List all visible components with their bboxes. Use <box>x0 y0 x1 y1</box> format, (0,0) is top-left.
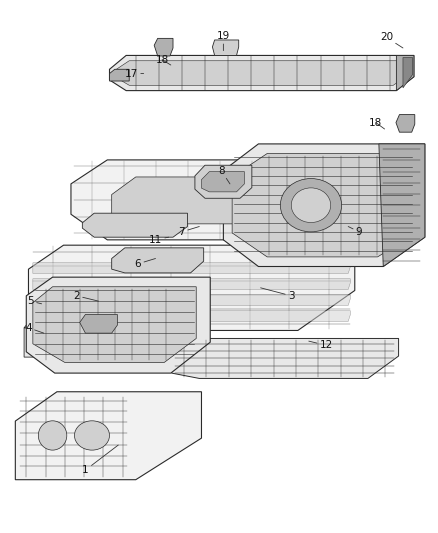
Text: 9: 9 <box>348 227 363 237</box>
Polygon shape <box>396 115 415 132</box>
Polygon shape <box>33 311 350 321</box>
Polygon shape <box>33 295 350 305</box>
Polygon shape <box>112 248 204 273</box>
Polygon shape <box>33 287 196 362</box>
Text: 20: 20 <box>380 33 403 48</box>
Polygon shape <box>232 154 414 257</box>
Text: 18: 18 <box>369 118 385 129</box>
Polygon shape <box>71 160 333 240</box>
Ellipse shape <box>280 179 342 232</box>
Polygon shape <box>112 177 263 224</box>
Polygon shape <box>223 144 425 266</box>
Polygon shape <box>379 144 425 266</box>
Text: 17: 17 <box>125 69 144 78</box>
Text: 12: 12 <box>309 341 333 350</box>
Polygon shape <box>154 38 173 56</box>
Ellipse shape <box>291 188 331 223</box>
Polygon shape <box>28 245 355 330</box>
Text: 8: 8 <box>218 166 230 184</box>
Polygon shape <box>212 40 239 55</box>
Text: 11: 11 <box>149 235 169 245</box>
Polygon shape <box>195 165 252 198</box>
Polygon shape <box>33 279 350 289</box>
Polygon shape <box>80 314 117 333</box>
Polygon shape <box>15 392 201 480</box>
Text: 6: 6 <box>134 259 155 269</box>
Polygon shape <box>396 55 414 91</box>
Polygon shape <box>33 263 350 273</box>
Polygon shape <box>24 328 81 357</box>
Text: 4: 4 <box>25 323 44 333</box>
Polygon shape <box>172 338 399 378</box>
Polygon shape <box>82 213 187 237</box>
Polygon shape <box>201 172 244 192</box>
Ellipse shape <box>74 421 110 450</box>
Polygon shape <box>110 55 414 91</box>
Polygon shape <box>110 69 129 81</box>
Ellipse shape <box>38 421 67 450</box>
Text: 5: 5 <box>27 296 42 306</box>
Text: 18: 18 <box>155 55 171 65</box>
Polygon shape <box>26 277 210 373</box>
Text: 1: 1 <box>82 445 118 475</box>
Text: 19: 19 <box>217 31 230 51</box>
Polygon shape <box>403 58 413 88</box>
Text: 2: 2 <box>73 291 99 301</box>
Polygon shape <box>115 61 408 85</box>
Text: 3: 3 <box>261 288 295 301</box>
Text: 7: 7 <box>178 227 199 237</box>
Polygon shape <box>24 320 48 328</box>
